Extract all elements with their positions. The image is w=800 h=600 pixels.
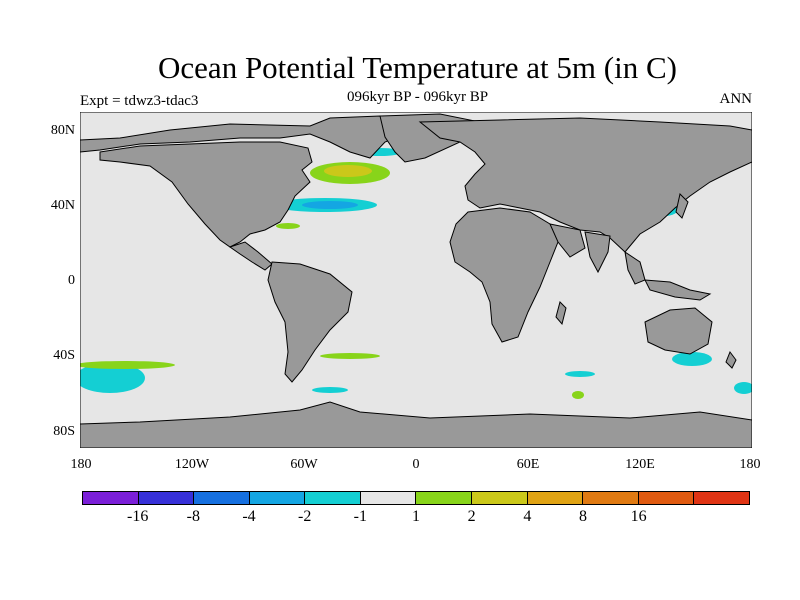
indian-ocean-cool-patch (565, 371, 595, 377)
south-pacific-east-cool-patch (734, 382, 752, 394)
north-atlantic-warm-core (324, 165, 372, 177)
plot-subtitle: 096kyr BP - 096kyr BP (346, 89, 489, 105)
land-masses (80, 113, 752, 448)
arctic-north-america (80, 115, 422, 159)
plot-title: Ocean Potential Temperature at 5m (in C) (158, 50, 677, 85)
colorbar-label: -2 (297, 508, 312, 525)
lon-label-120w: 120W (174, 457, 210, 472)
colorbar-segment (416, 492, 473, 504)
colorbar-label: 4 (523, 508, 532, 525)
lon-label-120e: 120E (625, 457, 655, 472)
japan (675, 193, 689, 219)
antarctica (80, 401, 752, 448)
colorbar-segment (472, 492, 528, 504)
india (584, 231, 611, 274)
colorbar-segment (694, 492, 749, 504)
australia (644, 307, 713, 355)
lat-label-40s: 40S (53, 348, 75, 363)
colorbar-label: -16 (126, 508, 149, 525)
drake-cool-patch (312, 387, 348, 393)
tasman-cool-patch (672, 352, 712, 366)
indian-ocean-warm-patch (572, 391, 584, 399)
colorbar-segment (249, 492, 306, 504)
colorbar-segment (138, 492, 195, 504)
colorbar-label: 16 (630, 508, 647, 525)
africa (449, 207, 561, 343)
colorbar-segment (83, 492, 139, 504)
lon-label-0: 0 (412, 457, 420, 472)
colorbar-segment (527, 492, 584, 504)
map-svg (80, 112, 752, 448)
colorbar-label: -8 (186, 508, 200, 525)
colorbar-segment (638, 492, 695, 504)
world-map (80, 112, 752, 448)
colorbar-segment (360, 492, 417, 504)
colorbar-segment (583, 492, 639, 504)
lon-label-60e: 60E (516, 457, 540, 472)
lat-label-80s: 80S (53, 424, 75, 439)
madagascar (555, 301, 567, 326)
new-zealand (725, 350, 737, 369)
lon-label-180w: 180 (70, 457, 92, 472)
colorbar-segment (194, 492, 250, 504)
south-pacific-warm-band (80, 361, 175, 369)
colorbar-label: 8 (579, 508, 587, 525)
north-america (99, 141, 313, 248)
central-america (228, 241, 273, 271)
lat-label-80n: 80N (50, 123, 75, 138)
colorbar-label: -1 (353, 508, 367, 525)
colorbar (82, 491, 750, 505)
arabia (549, 223, 586, 258)
experiment-label: Expt = tdwz3-tdac3 (80, 93, 199, 109)
lat-label-0: 0 (68, 273, 75, 288)
south-america (267, 261, 353, 383)
gulf-stream-cool-core (302, 201, 358, 209)
colorbar-label: -4 (242, 508, 256, 525)
lat-label-40n: 40N (50, 198, 75, 213)
period-label: ANN (719, 91, 753, 107)
indonesia (644, 279, 712, 301)
florida-warm-patch (276, 223, 300, 229)
lon-label-60w: 60W (290, 457, 318, 472)
south-atlantic-warm-band (320, 353, 380, 359)
southeast-asia (624, 250, 646, 285)
colorbar-label: 1 (412, 508, 420, 525)
lon-label-180e: 180 (739, 457, 761, 472)
colorbar-segment (305, 492, 361, 504)
south-pacific-cool-patch (80, 363, 145, 393)
colorbar-label: 2 (467, 508, 476, 525)
